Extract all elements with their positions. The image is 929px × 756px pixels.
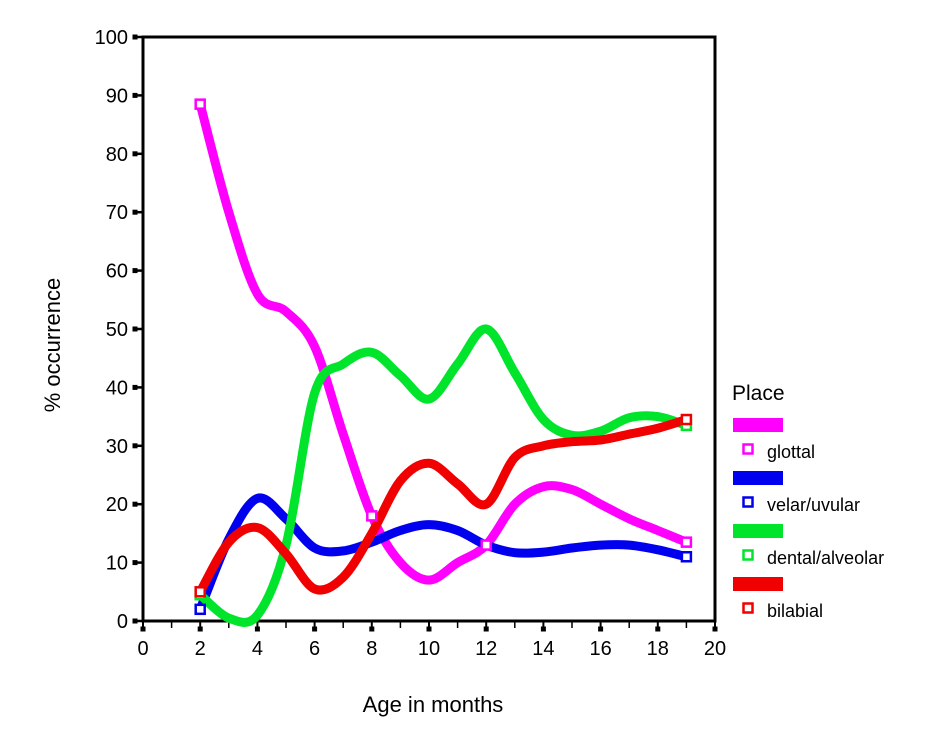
y-tick-label: 30 [106, 436, 128, 458]
y-axis-label: % occurrence [40, 278, 65, 413]
y-tick-cap [132, 384, 138, 390]
x-tick-label: 14 [532, 638, 554, 660]
legend-label: dental/alveolar [767, 548, 884, 568]
x-tick-label: 18 [647, 638, 669, 660]
y-tick-label: 20 [106, 494, 128, 516]
y-tick-label: 0 [117, 611, 128, 633]
legend-swatch [733, 471, 783, 485]
data-point-marker [194, 586, 206, 598]
data-point-marker [680, 536, 693, 548]
x-tick-label: 6 [309, 638, 320, 660]
legend: Place glottal velar/uvular dental/alveol… [732, 382, 884, 621]
x-tick-cap [598, 626, 604, 632]
x-tick-cap [540, 626, 546, 632]
y-tick-label: 10 [106, 553, 128, 575]
y-tick-label: 80 [106, 144, 128, 166]
x-tick-label: 8 [366, 638, 377, 660]
y-tick-label: 40 [106, 377, 128, 399]
legend-label: bilabial [767, 601, 823, 621]
legend-marker-square-icon [742, 443, 754, 455]
legend-marker-square-icon [742, 549, 754, 561]
series-curve-glottal [195, 103, 689, 585]
legend-entry-velar-uvular: velar/uvular [733, 471, 860, 515]
legend-swatch [733, 524, 783, 538]
y-tick-cap [132, 209, 138, 215]
series-curve-bilabial [196, 415, 688, 595]
y-tick-cap [132, 618, 138, 624]
data-point-marker [366, 510, 378, 522]
x-tick-cap [197, 626, 203, 632]
legend-label: glottal [767, 442, 815, 462]
legend-title: Place [732, 382, 785, 405]
legend-label: velar/uvular [767, 495, 860, 515]
x-tick-cap [369, 626, 375, 632]
x-tick-label: 0 [137, 638, 148, 660]
x-tick-label: 10 [418, 638, 440, 660]
x-tick-cap [312, 626, 318, 632]
x-axis-ticks: 0 2 4 6 8 10 12 14 16 18 20 [137, 621, 726, 660]
y-tick-cap [132, 560, 138, 566]
x-tick-cap [712, 626, 718, 632]
y-tick-cap [132, 34, 138, 40]
data-point-marker [194, 98, 206, 110]
x-tick-label: 20 [704, 638, 726, 660]
data-point-marker [194, 603, 206, 616]
y-tick-label: 100 [95, 27, 128, 49]
legend-marker-square-icon [742, 496, 754, 508]
legend-entry-dental-alveolar: dental/alveolar [733, 524, 884, 568]
y-tick-cap [132, 443, 138, 449]
data-point-marker [680, 551, 693, 563]
series-curve-velar-uvular [196, 493, 688, 612]
legend-swatch [733, 577, 783, 591]
y-tick-cap [132, 92, 138, 98]
legend-swatch [733, 418, 783, 432]
x-tick-label: 4 [252, 638, 263, 660]
legend-entry-bilabial: bilabial [733, 577, 823, 621]
x-tick-cap [655, 626, 661, 632]
y-tick-cap [132, 268, 138, 274]
y-tick-label: 90 [106, 85, 128, 107]
x-tick-cap [426, 626, 432, 632]
point-markers [194, 98, 693, 616]
legend-marker-square-icon [742, 602, 754, 614]
data-point-marker [680, 413, 693, 426]
y-tick-label: 70 [106, 202, 128, 224]
x-tick-cap [254, 626, 260, 632]
x-tick-label: 2 [195, 638, 206, 660]
legend-entry-glottal: glottal [733, 418, 815, 462]
x-tick-label: 16 [589, 638, 611, 660]
x-tick-label: 12 [475, 638, 497, 660]
y-tick-label: 50 [106, 319, 128, 341]
data-point-marker [480, 539, 492, 551]
x-axis-label: Age in months [363, 692, 504, 717]
y-tick-cap [132, 501, 138, 507]
y-axis-ticks: 0 10 20 30 40 50 60 70 80 90 100 [95, 27, 143, 633]
y-tick-label: 60 [106, 261, 128, 283]
series-curves [195, 103, 689, 627]
x-tick-cap [140, 626, 146, 632]
x-tick-cap [483, 626, 489, 632]
y-tick-cap [132, 326, 138, 332]
y-tick-cap [132, 151, 138, 157]
